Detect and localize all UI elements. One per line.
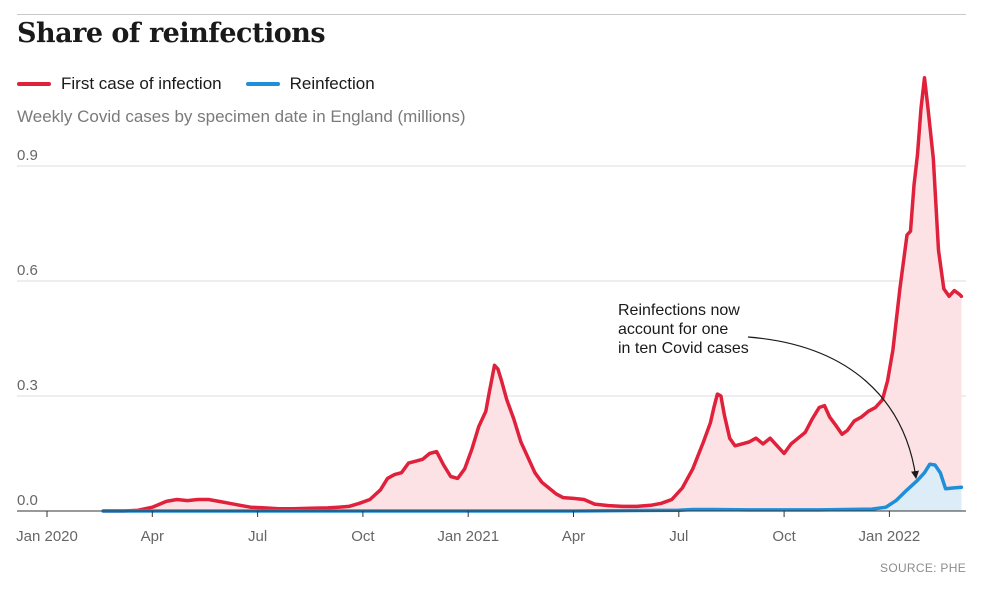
annotation-line-1: Reinfections now bbox=[618, 302, 740, 319]
annotation-line-2: account for one bbox=[618, 321, 729, 338]
x-tick-label: Oct bbox=[351, 528, 375, 545]
top-rule bbox=[17, 14, 966, 15]
legend-swatch-first-case bbox=[17, 82, 51, 86]
legend: First case of infection Reinfection bbox=[17, 73, 399, 95]
area-first-case bbox=[103, 77, 962, 512]
x-tick-label: Jul bbox=[248, 528, 267, 545]
annotation-arrow bbox=[747, 336, 919, 479]
x-tick-label: Oct bbox=[772, 528, 796, 545]
x-tick-label: Jan 2020 bbox=[16, 528, 78, 545]
legend-swatch-reinfection bbox=[245, 82, 280, 86]
annotation-line-3: in ten Covid cases bbox=[618, 340, 749, 357]
x-tick-label: Jan 2021 bbox=[437, 528, 499, 545]
y-tick-label: 0.9 bbox=[17, 147, 38, 164]
chart-subtitle: Weekly Covid cases by specimen date in E… bbox=[17, 107, 466, 126]
source-note: SOURCE: PHE bbox=[880, 561, 966, 575]
x-tick-label: Apr bbox=[562, 528, 585, 545]
legend-item-reinfection: Reinfection bbox=[245, 74, 375, 94]
x-tick-label: Jan 2022 bbox=[859, 528, 921, 545]
y-tick-label: 0.0 bbox=[17, 492, 38, 509]
legend-label-first-case: First case of infection bbox=[61, 74, 222, 93]
line-first-case bbox=[101, 76, 964, 513]
legend-item-first-case: First case of infection bbox=[17, 74, 222, 94]
x-tick-label: Apr bbox=[141, 528, 164, 545]
y-tick-label: 0.3 bbox=[17, 377, 38, 394]
x-tick-label: Jul bbox=[669, 528, 688, 545]
chart-title: Share of reinfections bbox=[17, 18, 326, 49]
annotation: Reinfections now account for one in ten … bbox=[618, 301, 749, 358]
y-tick-label: 0.6 bbox=[17, 262, 38, 279]
legend-label-reinfection: Reinfection bbox=[289, 74, 375, 93]
